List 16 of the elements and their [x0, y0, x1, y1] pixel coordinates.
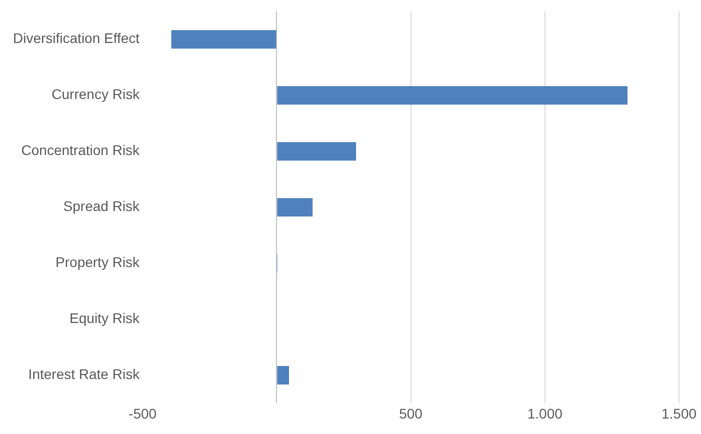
x-tick-label: 500 [399, 405, 423, 422]
bar [277, 198, 313, 217]
y-tick-label: Spread Risk [63, 198, 141, 214]
y-tick-label: Concentration Risk [21, 142, 141, 158]
y-tick-label: Property Risk [56, 254, 141, 270]
bar [277, 86, 628, 105]
y-tick-label: Diversification Effect [12, 30, 140, 46]
x-tick-label: 1.000 [527, 405, 563, 422]
y-tick-label: Interest Rate Risk [28, 366, 141, 382]
y-tick-label: Equity Risk [70, 310, 141, 326]
y-tick-label: Currency Risk [52, 86, 141, 102]
x-tick-label: -500 [128, 405, 157, 422]
bar [277, 366, 290, 384]
x-tick-label: 1.500 [661, 405, 697, 422]
bar [171, 30, 276, 49]
bar [277, 142, 356, 161]
